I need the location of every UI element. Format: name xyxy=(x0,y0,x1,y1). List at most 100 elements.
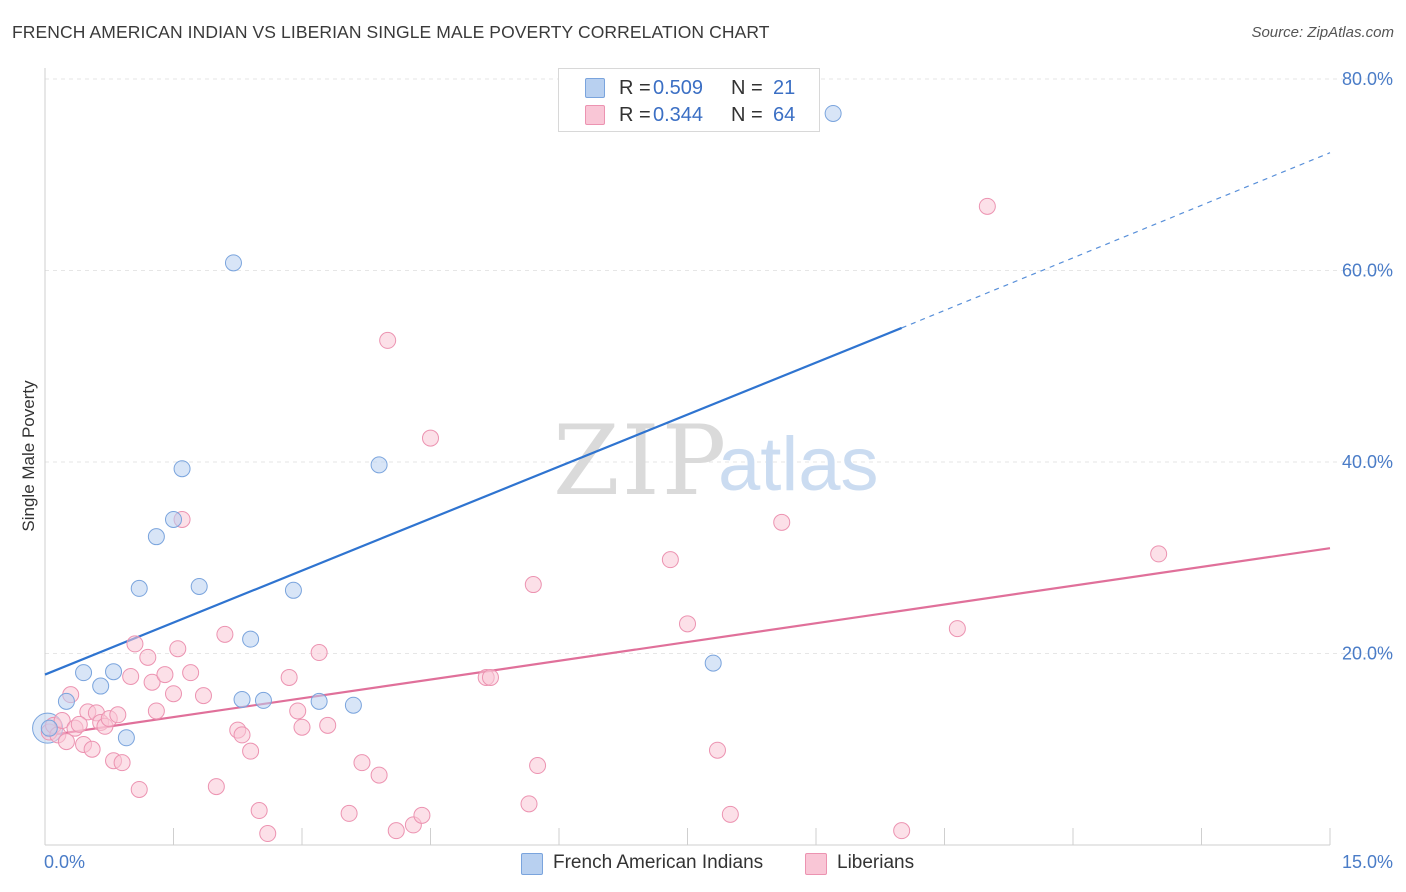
data-point-blue xyxy=(117,729,135,747)
legend-r-label: R = xyxy=(619,77,651,99)
data-point-blue xyxy=(92,677,110,695)
data-point-blue xyxy=(75,664,93,682)
data-point-blue xyxy=(130,579,148,597)
data-point-pink xyxy=(293,718,311,736)
data-point-pink xyxy=(216,625,234,643)
data-point-pink xyxy=(524,576,542,594)
legend-n-label: N = xyxy=(731,104,763,126)
data-point-pink xyxy=(387,822,405,840)
series-label: Liberians xyxy=(837,852,915,873)
y-tick-label: 60.0% xyxy=(1342,261,1393,281)
watermark: ZIP atlas xyxy=(553,405,879,517)
data-point-blue xyxy=(284,581,302,599)
y-tick-label: 20.0% xyxy=(1342,644,1393,664)
data-point-pink xyxy=(233,726,251,744)
trend-extension-blue xyxy=(901,152,1331,329)
data-point-pink xyxy=(529,757,547,775)
data-point-pink xyxy=(250,802,268,820)
data-point-pink xyxy=(57,733,75,751)
legend-swatch-pink xyxy=(585,105,605,125)
series-swatch-pink xyxy=(805,853,827,875)
x-tick-label: 15.0% xyxy=(1342,852,1393,872)
data-point-pink xyxy=(70,715,88,733)
data-point-pink xyxy=(207,778,225,796)
data-point-blue xyxy=(233,690,251,708)
data-point-blue xyxy=(57,692,75,710)
y-axis-label: Single Male Poverty xyxy=(19,380,38,532)
data-point-pink xyxy=(1150,545,1168,563)
tick-labels: 20.0% 40.0% 60.0% 80.0% 0.0% 15.0% xyxy=(44,69,1393,872)
data-point-pink xyxy=(319,716,337,734)
data-point-blue xyxy=(190,577,208,595)
data-point-pink xyxy=(259,825,277,843)
data-point-pink xyxy=(893,822,911,840)
series-swatch-blue xyxy=(521,853,543,875)
data-point-pink xyxy=(280,668,298,686)
data-point-blue xyxy=(370,456,388,474)
data-point-pink xyxy=(708,741,726,759)
legend-swatch-blue xyxy=(585,78,605,98)
data-point-pink xyxy=(310,644,328,662)
data-point-pink xyxy=(413,806,431,824)
data-point-pink xyxy=(370,766,388,784)
grid-lines xyxy=(45,78,1392,654)
trend-line-blue xyxy=(44,326,903,676)
data-point-pink xyxy=(661,551,679,569)
legend-r-label: R = xyxy=(619,104,651,126)
stats-legend: R = 0.509 N = 21 R = 0.344 N = 64 xyxy=(558,68,820,132)
series-legend-liberians: Liberians xyxy=(805,852,945,876)
data-point-blue xyxy=(224,254,242,272)
data-point-pink xyxy=(194,687,212,705)
y-tick-label: 80.0% xyxy=(1342,69,1393,89)
data-point-blue xyxy=(40,719,58,737)
data-point-pink xyxy=(242,742,260,760)
data-point-pink xyxy=(126,635,144,653)
watermark-zip: ZIP xyxy=(553,405,728,517)
data-point-pink xyxy=(122,667,140,685)
data-point-pink xyxy=(156,666,174,684)
series-legend-french-american-indians: French American Indians xyxy=(521,852,781,876)
legend-n-label: N = xyxy=(731,77,763,99)
data-point-pink xyxy=(289,702,307,720)
data-point-pink xyxy=(53,712,71,730)
data-point-pink xyxy=(353,754,371,772)
data-points xyxy=(32,104,1168,843)
data-point-pink xyxy=(679,615,696,633)
data-point-pink xyxy=(165,685,182,703)
data-point-pink xyxy=(182,664,200,682)
data-point-pink xyxy=(520,795,538,813)
data-point-blue xyxy=(147,528,165,546)
y-tick-label: 40.0% xyxy=(1342,452,1393,472)
data-point-pink xyxy=(113,754,131,772)
data-point-pink xyxy=(83,740,101,758)
data-point-pink xyxy=(340,804,358,822)
data-point-pink xyxy=(773,513,791,531)
data-point-blue xyxy=(310,692,328,710)
trend-line-pink xyxy=(44,547,1331,737)
data-point-pink xyxy=(481,668,499,686)
legend-r-value: 0.344 xyxy=(653,104,704,126)
data-point-pink xyxy=(379,331,397,349)
legend-r-value: 0.509 xyxy=(653,77,704,99)
data-point-pink xyxy=(147,702,165,720)
data-point-blue xyxy=(105,663,123,681)
data-point-pink xyxy=(139,648,157,666)
data-point-pink xyxy=(721,805,739,823)
data-point-pink xyxy=(109,706,127,724)
series-label: French American Indians xyxy=(553,852,764,873)
data-point-pink xyxy=(422,429,439,447)
legend-n-value: 64 xyxy=(773,104,796,126)
data-point-blue xyxy=(344,696,362,714)
data-point-pink xyxy=(143,673,161,691)
data-point-blue xyxy=(254,691,272,709)
data-point-blue xyxy=(242,630,260,648)
data-point-pink xyxy=(169,640,187,658)
data-point-blue xyxy=(173,460,191,478)
watermark-atlas: atlas xyxy=(718,422,879,507)
x-tick-label: 0.0% xyxy=(44,852,85,872)
legend-n-value: 21 xyxy=(773,77,796,99)
data-point-pink xyxy=(130,780,148,798)
data-point-pink xyxy=(978,197,996,215)
data-point-blue xyxy=(824,104,842,122)
